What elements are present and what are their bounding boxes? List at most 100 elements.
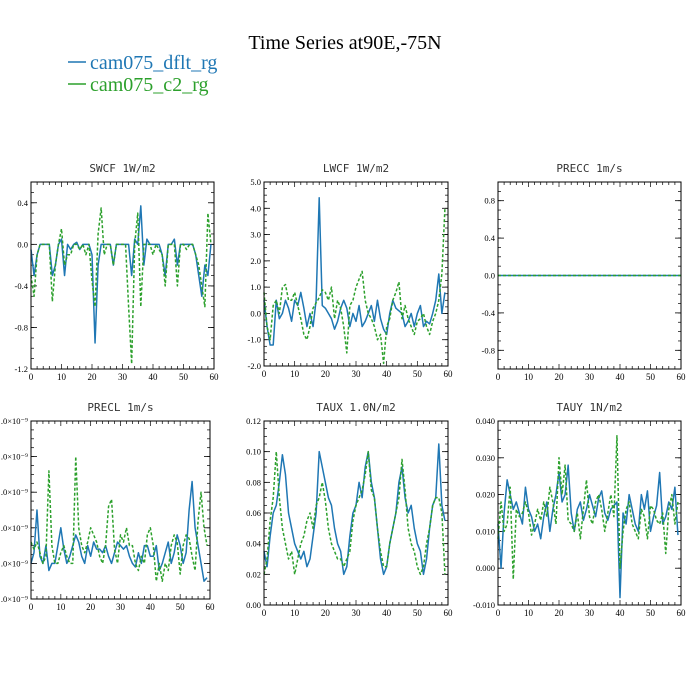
x-tick-label: 20 [555,372,565,382]
x-tick-label: 50 [413,608,423,618]
x-tick-label: 30 [585,608,595,618]
y-tick-label: 0.010 [476,526,495,536]
x-tick-label: 30 [585,372,595,382]
x-tick-label: 30 [352,608,362,618]
y-tick-label: 5.0 [250,177,261,187]
y-tick-label: 0.040 [476,416,495,426]
x-tick-label: 30 [352,369,362,379]
panel-title-lwcf: LWCF 1W/m2 [323,162,389,175]
panel-tauy: TAUY 1N/m2 0 10 20 30 40 50 60 -0.010 0.000 0.010 0… [473,401,686,618]
y-tick-label: 0.0 [250,308,261,318]
series-line-dflt [263,443,446,576]
x-tick-label: 40 [382,608,392,618]
x-tick-label: 60 [677,372,687,382]
y-tick-label: .0×10⁻⁹ [1,487,28,497]
x-tick-label: 0 [262,608,267,618]
panel-title-swcf: SWCF 1W/m2 [89,162,155,175]
x-tick-label: 20 [86,602,96,612]
y-tick-label: .0×10⁻⁹ [1,416,28,426]
x-tick-label: 10 [57,372,67,382]
x-tick-label: 0 [29,602,34,612]
y-tick-label: -1.0 [248,335,261,345]
panel-title-tauy: TAUY 1N/m2 [556,401,622,414]
plot-frame [30,181,215,370]
x-tick-label: 50 [646,372,656,382]
x-tick-label: 60 [210,372,220,382]
figure-title: Time Series at90E,-75N [248,32,441,54]
panel-lwcf: LWCF 1W/m2 0 10 20 30 40 50 60 -2.0 -1.0 0.0 1.0 2.0… [248,162,453,379]
y-tick-label: 0.12 [246,416,261,426]
panel-title-taux: TAUX 1.0N/m2 [316,401,395,414]
series-line-c2 [497,434,679,580]
series-line-c2 [263,208,446,365]
x-tick-label: 10 [524,608,534,618]
x-tick-label: 60 [444,608,454,618]
panel-precl: PRECL 1m/s 0 10 20 30 40 50 60 .0×10⁻⁹ .0×10⁻⁹ .0×… [1,401,215,612]
series-line-c2 [30,207,212,365]
x-tick-label: 50 [179,372,189,382]
plot-frame [263,420,449,606]
y-tick-label: -0.8 [15,322,28,332]
y-tick-label: .0×10⁻⁹ [1,558,28,568]
plot-frame [497,420,682,606]
legend-label-c2: cam075_c2_rg [90,74,209,96]
x-tick-label: 50 [413,369,423,379]
y-tick-label: 0.0 [484,271,495,281]
x-tick-label: 0 [496,608,501,618]
y-tick-label: 0.06 [246,508,261,518]
x-tick-label: 40 [382,369,392,379]
y-tick-label: -0.8 [482,345,495,355]
x-tick-label: 60 [206,602,216,612]
legend-label-dflt: cam075_dflt_rg [90,52,217,74]
x-tick-label: 20 [321,369,331,379]
series-line-dflt [30,205,212,344]
panel-title-precl: PRECL 1m/s [87,401,153,414]
x-tick-label: 50 [176,602,186,612]
x-tick-label: 30 [118,372,128,382]
x-tick-label: 10 [290,369,300,379]
y-tick-label: .0×10⁻⁹ [1,523,28,533]
y-tick-label: -0.010 [473,600,495,610]
y-tick-label: 0.4 [484,233,495,243]
x-tick-label: 40 [149,372,159,382]
y-tick-label: -1.2 [15,364,28,374]
x-tick-label: 0 [262,369,267,379]
figure-legend: cam075_dflt_rg cam075_c2_rg [68,52,217,96]
x-tick-label: 40 [616,608,626,618]
x-tick-label: 0 [29,372,34,382]
y-tick-label: -0.4 [482,308,496,318]
panel-precc: PRECC 1m/s 0 10 20 30 40 50 60 -0.8 -0.4 0.0 0.4 0.8 [482,162,686,382]
x-tick-label: 50 [646,608,656,618]
y-tick-label: 0.020 [476,490,495,500]
x-tick-label: 20 [88,372,98,382]
panel-swcf: SWCF 1W/m2 0 10 20 30 40 50 60 -1.2 -0.8 -0.4 0.0 0.… [15,162,219,382]
x-tick-label: 10 [56,602,66,612]
panel-title-precc: PRECC 1m/s [556,162,622,175]
panels-grid: SWCF 1W/m2 0 10 20 30 40 50 60 -1.2 -0.8 -0.4 0.0 0.… [1,162,686,618]
y-tick-label: .0×10⁻⁹ [1,452,28,462]
y-tick-label: -0.4 [15,281,29,291]
y-tick-label: 4.0 [250,203,261,213]
series-line-c2 [263,450,446,576]
y-tick-label: 0.08 [246,477,261,487]
x-tick-label: 40 [146,602,156,612]
x-tick-label: 0 [496,372,501,382]
x-tick-label: 40 [616,372,626,382]
x-tick-label: 10 [524,372,534,382]
y-tick-label: 1.0 [250,282,261,292]
series-line-c2 [30,455,208,582]
y-tick-label: 0.02 [246,569,261,579]
y-tick-label: 0.0 [17,239,28,249]
x-tick-label: 30 [116,602,126,612]
x-tick-label: 60 [444,369,454,379]
y-tick-label: 2.0 [250,256,261,266]
y-tick-label: -2.0 [248,361,261,371]
series-line-dflt [497,464,679,599]
panel-taux: TAUX 1.0N/m2 0 10 20 30 40 50 60 0.00 0.02 0.04 0.0… [246,401,453,618]
plot-frame [30,420,211,600]
series-line-dflt [263,197,446,346]
y-tick-label: 0.10 [246,447,261,457]
y-tick-label: .0×10⁻⁹ [1,594,28,604]
y-tick-label: 0.4 [17,198,28,208]
